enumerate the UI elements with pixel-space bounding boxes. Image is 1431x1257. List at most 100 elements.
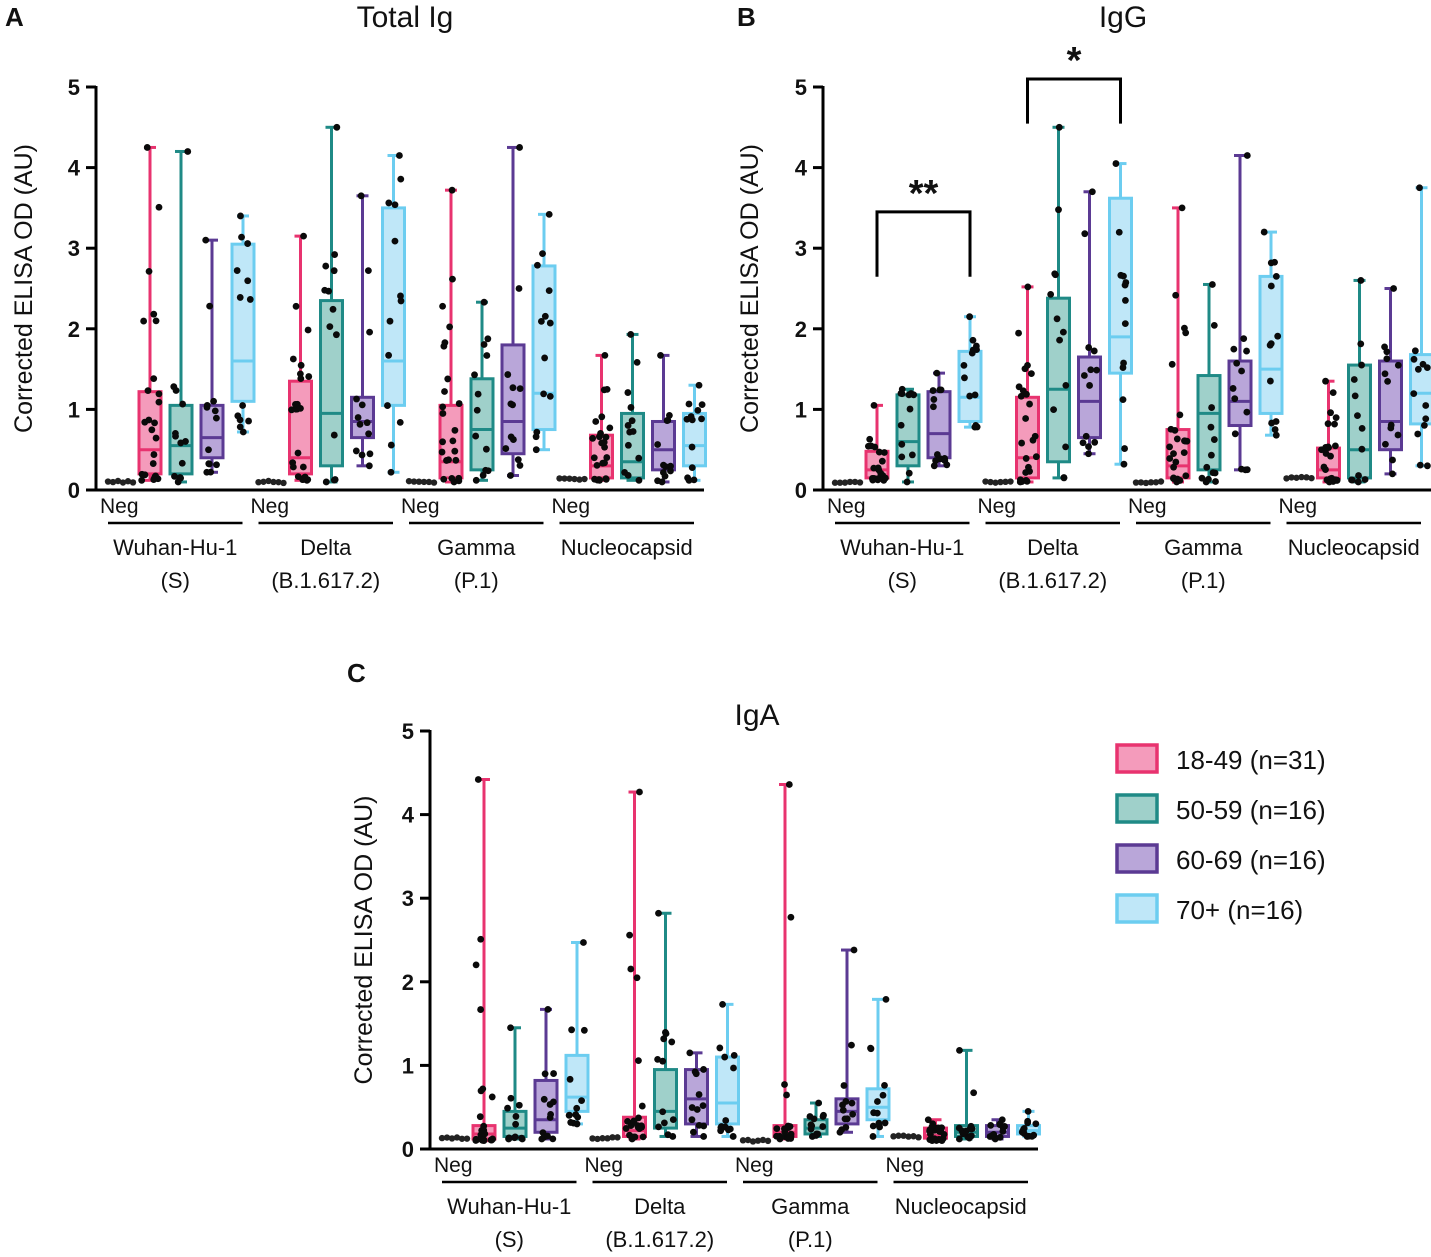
data-point bbox=[567, 1119, 575, 1126]
data-point bbox=[597, 429, 604, 437]
data-point bbox=[366, 328, 373, 336]
data-point bbox=[143, 144, 151, 151]
data-point bbox=[1354, 412, 1361, 420]
data-point bbox=[956, 1046, 963, 1054]
neg-data-point bbox=[571, 475, 578, 483]
data-point bbox=[1018, 439, 1026, 447]
neg-data-point bbox=[739, 1137, 747, 1144]
data-point bbox=[213, 461, 220, 469]
data-point bbox=[664, 1131, 672, 1139]
neg-data-point bbox=[987, 478, 994, 486]
data-point bbox=[1243, 152, 1251, 159]
data-point bbox=[1381, 343, 1388, 351]
data-point bbox=[898, 453, 906, 461]
data-point bbox=[819, 1113, 827, 1120]
neg-data-point bbox=[561, 475, 568, 482]
neg-data-point bbox=[589, 1135, 596, 1142]
data-point bbox=[449, 437, 457, 445]
data-point bbox=[479, 1136, 486, 1144]
data-point bbox=[996, 1120, 1004, 1128]
data-point bbox=[730, 1051, 738, 1059]
data-point bbox=[628, 417, 636, 425]
data-point bbox=[1238, 465, 1245, 473]
data-point bbox=[700, 1133, 708, 1140]
data-point bbox=[635, 454, 643, 462]
data-point bbox=[439, 410, 447, 417]
data-point bbox=[477, 1087, 485, 1095]
category-sublabel: (P.1) bbox=[1181, 568, 1226, 593]
data-point bbox=[655, 909, 662, 917]
data-point bbox=[150, 451, 158, 458]
data-point bbox=[810, 1115, 818, 1123]
neg-data-point bbox=[410, 478, 418, 485]
neg-data-point bbox=[1293, 474, 1300, 481]
data-point bbox=[245, 417, 252, 425]
data-point bbox=[212, 414, 220, 422]
data-point bbox=[726, 1125, 734, 1133]
data-point bbox=[202, 236, 210, 244]
category-1: Neg Delta (B.1.617.2) bbox=[251, 123, 406, 593]
data-point bbox=[441, 388, 448, 395]
data-point bbox=[655, 1123, 662, 1131]
legend-swatch bbox=[1115, 743, 1159, 774]
box-60-69 bbox=[834, 946, 860, 1136]
box-18-49 bbox=[1316, 377, 1341, 486]
data-point bbox=[627, 965, 635, 973]
category-label: Gamma bbox=[437, 535, 516, 560]
neg-data-point bbox=[1002, 478, 1009, 486]
data-point bbox=[667, 462, 674, 470]
data-point bbox=[155, 398, 163, 406]
y-axis-title: Corrected ELISA OD (AU) bbox=[350, 796, 378, 1085]
box-70+ bbox=[1258, 228, 1284, 439]
data-point bbox=[292, 400, 299, 408]
data-point bbox=[244, 240, 252, 247]
neg-label: Neg bbox=[1128, 495, 1167, 518]
data-point bbox=[1329, 389, 1337, 397]
data-point bbox=[1267, 282, 1275, 290]
data-point bbox=[1243, 408, 1251, 416]
category-1: Neg Delta (B.1.617.2) bbox=[585, 788, 740, 1252]
data-point bbox=[365, 430, 373, 438]
data-point bbox=[729, 1133, 737, 1140]
data-point bbox=[783, 1091, 790, 1099]
data-point bbox=[505, 1135, 513, 1143]
box-18-49 bbox=[864, 401, 890, 484]
data-point bbox=[589, 434, 597, 442]
box-60-69 bbox=[651, 351, 676, 486]
data-point bbox=[1055, 123, 1063, 131]
data-point bbox=[1088, 188, 1096, 196]
data-point bbox=[875, 448, 883, 456]
data-point bbox=[933, 369, 941, 377]
box-70+ bbox=[682, 381, 707, 484]
data-point bbox=[781, 1081, 788, 1088]
neg-data-point bbox=[448, 1135, 456, 1142]
neg-label: Neg bbox=[735, 1154, 774, 1177]
data-point bbox=[924, 1116, 932, 1124]
data-point bbox=[445, 456, 452, 464]
data-point bbox=[603, 454, 611, 461]
box-70+ bbox=[715, 1000, 740, 1140]
box-iqr bbox=[199, 403, 225, 460]
data-point bbox=[601, 351, 609, 359]
legend-item: 50-59 (n=16) bbox=[1115, 793, 1326, 825]
data-point bbox=[869, 1133, 877, 1140]
data-point bbox=[544, 1132, 551, 1140]
data-point bbox=[1211, 469, 1219, 477]
category-label: Delta bbox=[300, 535, 352, 560]
data-point bbox=[439, 438, 446, 446]
box-70+ bbox=[1016, 1107, 1041, 1140]
data-point bbox=[1358, 361, 1365, 369]
box-iqr bbox=[957, 349, 983, 423]
y-axis-title: Corrected ELISA OD (AU) bbox=[736, 144, 764, 433]
data-point bbox=[451, 426, 459, 434]
y-tick-label: 5 bbox=[68, 75, 80, 100]
data-point bbox=[629, 428, 637, 435]
data-point bbox=[150, 476, 158, 483]
neg-data-point bbox=[1303, 474, 1310, 481]
data-point bbox=[1210, 321, 1218, 329]
data-point bbox=[238, 233, 245, 241]
data-point bbox=[244, 277, 252, 285]
data-point bbox=[1121, 320, 1129, 328]
panel-title: Total Ig bbox=[357, 1, 454, 34]
data-point bbox=[839, 1106, 847, 1114]
